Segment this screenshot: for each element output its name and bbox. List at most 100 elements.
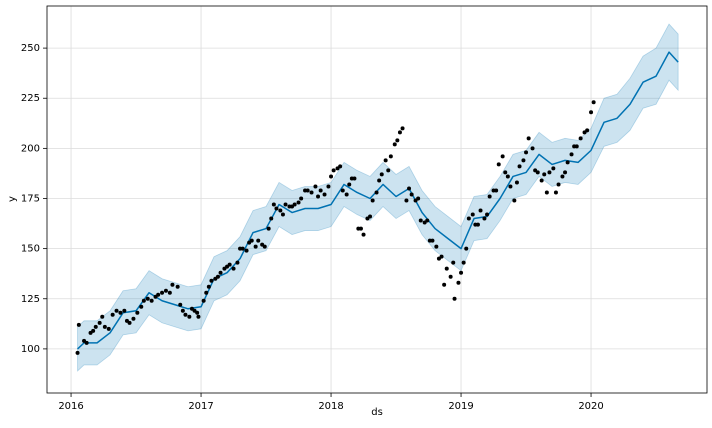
observed-point bbox=[352, 176, 357, 181]
observed-point bbox=[326, 184, 331, 189]
observed-point bbox=[505, 174, 510, 179]
observed-point bbox=[370, 198, 375, 203]
observed-point bbox=[361, 232, 366, 237]
observed-point bbox=[388, 154, 393, 159]
observed-point bbox=[160, 290, 165, 295]
observed-point bbox=[591, 100, 596, 105]
observed-point bbox=[535, 170, 540, 175]
observed-point bbox=[292, 202, 297, 207]
observed-point bbox=[262, 244, 267, 249]
observed-point bbox=[442, 282, 447, 287]
observed-point bbox=[500, 154, 505, 159]
observed-point bbox=[508, 184, 513, 189]
observed-point bbox=[526, 136, 531, 141]
observed-point bbox=[122, 308, 127, 313]
observed-point bbox=[75, 350, 80, 355]
observed-point bbox=[231, 266, 236, 271]
observed-point bbox=[91, 328, 96, 333]
observed-point bbox=[322, 192, 327, 197]
observed-point bbox=[395, 138, 400, 143]
observed-point bbox=[517, 164, 522, 169]
observed-point bbox=[206, 284, 211, 289]
observed-point bbox=[448, 274, 453, 279]
plot-frame bbox=[46, 5, 708, 394]
observed-point bbox=[464, 246, 469, 251]
observed-point bbox=[487, 194, 492, 199]
observed-point bbox=[253, 244, 258, 249]
observed-point bbox=[102, 324, 107, 329]
observed-point bbox=[240, 246, 245, 251]
observed-point bbox=[209, 278, 214, 283]
observed-point bbox=[466, 216, 471, 221]
observed-point bbox=[347, 182, 352, 187]
observed-point bbox=[110, 312, 115, 317]
observed-point bbox=[539, 178, 544, 183]
observed-point bbox=[547, 170, 552, 175]
y-tick-label: 175 bbox=[21, 193, 40, 204]
observed-point bbox=[299, 196, 304, 201]
x-axis-label: ds bbox=[371, 407, 383, 418]
observed-point bbox=[271, 202, 276, 207]
observed-point bbox=[204, 290, 209, 295]
observed-point bbox=[565, 160, 570, 165]
x-tick-label: 2017 bbox=[188, 401, 213, 412]
observed-point bbox=[278, 208, 283, 213]
observed-point bbox=[494, 188, 499, 193]
observed-point bbox=[397, 130, 402, 135]
observed-point bbox=[309, 190, 314, 195]
y-tick-label: 225 bbox=[21, 93, 40, 104]
observed-point bbox=[338, 164, 343, 169]
observed-point bbox=[482, 216, 487, 221]
observed-point bbox=[416, 196, 421, 201]
y-tick-label: 125 bbox=[21, 294, 40, 305]
observed-point bbox=[201, 298, 206, 303]
observed-point bbox=[459, 270, 464, 275]
observed-point bbox=[280, 212, 285, 217]
observed-point bbox=[470, 212, 475, 217]
uncertainty-band bbox=[77, 23, 679, 372]
observed-point bbox=[456, 280, 461, 285]
observed-point bbox=[485, 212, 490, 217]
observed-point bbox=[556, 182, 561, 187]
observed-point bbox=[386, 168, 391, 173]
observed-point bbox=[551, 166, 556, 171]
observed-point bbox=[444, 266, 449, 271]
observed-point bbox=[524, 150, 529, 155]
observed-point bbox=[145, 296, 150, 301]
observed-point bbox=[407, 186, 412, 191]
observed-point bbox=[383, 158, 388, 163]
observed-point bbox=[178, 302, 183, 307]
y-tick-label: 150 bbox=[21, 244, 40, 255]
observed-point bbox=[106, 326, 111, 331]
observed-point bbox=[256, 238, 261, 243]
observed-point bbox=[187, 314, 192, 319]
observed-point bbox=[425, 218, 430, 223]
observed-point bbox=[521, 158, 526, 163]
observed-point bbox=[377, 178, 382, 183]
observed-point bbox=[235, 260, 240, 265]
observed-point bbox=[478, 208, 483, 213]
y-tick-label: 250 bbox=[21, 43, 40, 54]
observed-point bbox=[135, 310, 140, 315]
observed-point bbox=[156, 292, 161, 297]
observed-point bbox=[215, 274, 220, 279]
observed-point bbox=[114, 308, 119, 313]
observed-point bbox=[163, 288, 168, 293]
observed-point bbox=[118, 310, 123, 315]
observed-point bbox=[418, 218, 423, 223]
y-tick-label: 100 bbox=[21, 344, 40, 355]
observed-point bbox=[329, 174, 334, 179]
observed-point bbox=[589, 110, 594, 115]
observed-point bbox=[100, 314, 105, 319]
observed-point bbox=[514, 180, 519, 185]
observed-point bbox=[195, 310, 200, 315]
observed-point bbox=[379, 172, 384, 177]
observed-point bbox=[266, 226, 271, 231]
observed-point bbox=[344, 192, 349, 197]
observed-point bbox=[563, 170, 568, 175]
observed-point bbox=[93, 324, 98, 329]
x-tick-label: 2020 bbox=[578, 401, 603, 412]
y-axis-label: y bbox=[7, 196, 18, 202]
observed-point bbox=[218, 270, 223, 275]
